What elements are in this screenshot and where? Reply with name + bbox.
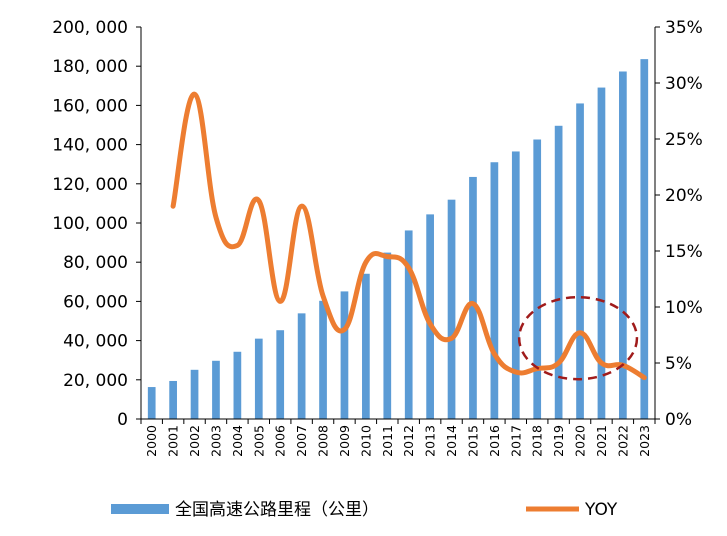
right-tick-label: 25% (665, 130, 703, 150)
bar-2001 (169, 380, 177, 419)
right-tick-label: 20% (665, 186, 703, 206)
bar-2004 (233, 351, 242, 419)
bar-2015 (469, 176, 477, 419)
x-tick-label: 2015 (465, 425, 480, 457)
right-tick-label: 5% (665, 354, 692, 374)
x-tick-label: 2008 (316, 425, 331, 457)
legend-label-bar: 全国高速公路里程（公里） (175, 500, 379, 520)
left-tick-label: 20, 000 (63, 371, 128, 391)
left-tick-label: 180, 000 (52, 57, 128, 77)
x-tick-label: 2018 (530, 425, 545, 457)
bar-2016 (490, 162, 499, 420)
annotation (517, 295, 639, 381)
x-tick-label: 2016 (487, 425, 502, 457)
yoy-line (170, 91, 647, 381)
legend: 全国高速公路里程（公里） YOY (111, 500, 618, 520)
bar-2005 (254, 338, 263, 419)
x-tick-label: 2000 (144, 425, 159, 457)
left-tick-label: 140, 000 (52, 136, 128, 156)
left-tick-label: 60, 000 (63, 292, 128, 312)
legend-label-line: YOY (584, 500, 618, 520)
x-tick-label: 2017 (508, 425, 523, 457)
yoy-line-series (170, 91, 647, 381)
x-tick-label: 2009 (337, 425, 352, 457)
bar-2021 (597, 87, 606, 420)
bar-2009 (340, 291, 349, 419)
left-tick-label: 0 (117, 410, 128, 430)
x-tick-label: 2011 (380, 425, 395, 457)
bar-2014 (447, 199, 456, 419)
x-tick-label: 2013 (423, 425, 438, 457)
x-tick-label: 2005 (251, 425, 266, 457)
x-tick-label: 2004 (230, 425, 245, 457)
highlight-ellipse (517, 295, 639, 381)
bar-2007 (297, 313, 306, 419)
x-tick-label: 2019 (551, 425, 566, 457)
left-tick-label: 120, 000 (52, 175, 128, 195)
bar-2020 (576, 103, 584, 419)
left-tick-label: 40, 000 (63, 332, 128, 352)
x-tick-label: 2022 (615, 425, 630, 457)
x-tick-label: 2002 (187, 425, 202, 457)
left-tick-label: 200, 000 (52, 18, 128, 38)
x-tick-label: 2012 (401, 425, 416, 457)
axes: 0 20, 000 40, 000 60, 000 80, 000 100, 000 120… (52, 18, 703, 457)
x-tick-label: 2021 (594, 425, 609, 457)
bar-2018 (533, 139, 542, 419)
left-tick-label: 160, 000 (52, 96, 128, 116)
bar-2003 (212, 360, 220, 419)
bar-2017 (511, 151, 520, 419)
bar-2023 (640, 59, 649, 419)
right-tick-label: 0% (665, 410, 692, 430)
bar-2000 (147, 387, 156, 419)
x-tick-label: 2006 (273, 425, 288, 457)
bar-2006 (276, 330, 285, 419)
bar-series (147, 59, 649, 420)
x-tick-label: 2001 (166, 425, 181, 457)
x-tick-label: 2003 (208, 425, 223, 457)
right-tick-label: 15% (665, 242, 703, 262)
left-tick-label: 100, 000 (52, 214, 128, 234)
x-tick-label: 2023 (637, 425, 652, 457)
right-tick-label: 30% (665, 74, 703, 94)
bar-2019 (554, 125, 563, 419)
bar-2011 (383, 252, 392, 419)
bar-2010 (362, 273, 370, 419)
bar-2012 (404, 230, 413, 419)
legend-swatch-bar (111, 504, 169, 514)
left-tick-label: 80, 000 (63, 253, 128, 273)
bar-2008 (319, 300, 327, 419)
bar-2002 (190, 369, 199, 419)
right-tick-label: 10% (665, 298, 703, 318)
right-tick-label: 35% (665, 18, 703, 38)
x-tick-label: 2020 (573, 425, 588, 457)
bar-2013 (426, 214, 434, 419)
x-tick-label: 2014 (444, 425, 459, 457)
x-tick-label: 2007 (294, 425, 309, 457)
bar-2022 (619, 71, 627, 419)
x-tick-label: 2010 (358, 425, 373, 457)
